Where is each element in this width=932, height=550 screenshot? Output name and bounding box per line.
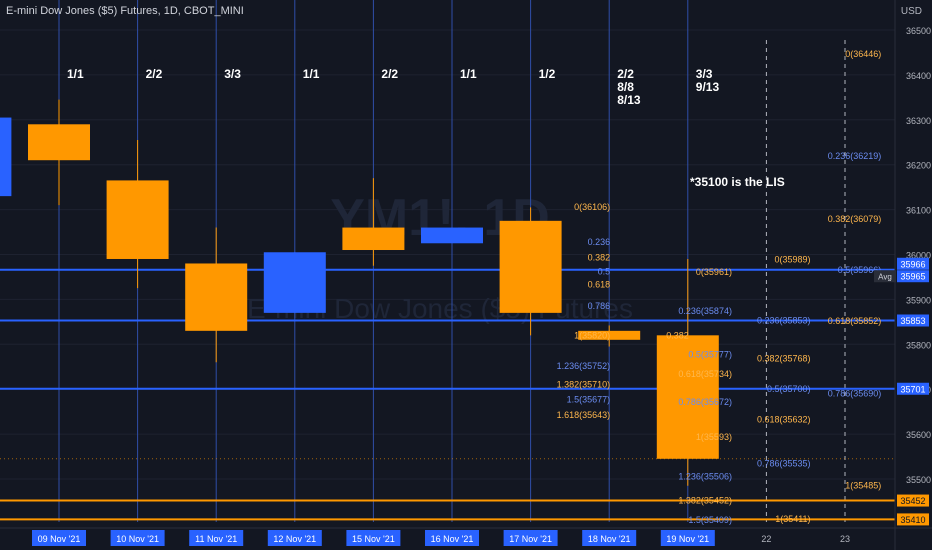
fib-label: 0.382: [588, 253, 611, 263]
fib-label: 0.618(35852): [828, 316, 882, 326]
cycle-label: 3/3: [224, 67, 241, 81]
price-tick-label: 35500: [906, 475, 931, 485]
fib-label: 0.382: [666, 330, 689, 340]
fib-label: 0.382(35768): [757, 354, 811, 364]
candle-body: [28, 124, 90, 160]
cycle-label: 2/2: [617, 67, 634, 81]
price-tag-label: 35853: [900, 316, 925, 326]
price-tick-label: 35800: [906, 340, 931, 350]
fib-label: 0(36446): [845, 49, 881, 59]
fib-label: 0.236(36219): [828, 151, 882, 161]
candle-body: [421, 228, 483, 244]
cycle-label: 3/3: [696, 67, 713, 81]
fib-label: 0.236: [588, 237, 611, 247]
candle-body: [107, 180, 169, 259]
lis-annotation: *35100 is the LIS: [690, 175, 785, 189]
fib-label: 0.786(35690): [828, 389, 882, 399]
date-label: 15 Nov '21: [352, 534, 395, 544]
fib-label: 0.618(35632): [757, 415, 811, 425]
cycle-label: 8/8: [617, 80, 634, 94]
price-tick-label: 35600: [906, 430, 931, 440]
time-axis[interactable]: 09 Nov '21 10 Nov '21 11 Nov '21 12 Nov '21…: [0, 528, 932, 546]
cycle-labels: 1/1 2/2 3/3 1/1 2/2 1/1 1/2 2/28/88/133/39/13: [67, 67, 719, 107]
cycle-label: 2/2: [381, 67, 398, 81]
date-label: 19 Nov '21: [666, 534, 709, 544]
chart-title: E-mini Dow Jones ($5) Futures, 1D, CBOT_…: [6, 5, 244, 17]
price-tick-label: 36100: [906, 206, 931, 216]
fib-label: 0(35961): [696, 267, 732, 277]
date-label: 18 Nov '21: [588, 534, 631, 544]
candle-body: [264, 252, 326, 313]
fib-label: 0(36106): [574, 202, 610, 212]
price-tick-label: 36200: [906, 161, 931, 171]
fib-label: 0.5(35777): [688, 350, 732, 360]
fib-label: 0.618: [588, 280, 611, 290]
avg-tag-label: Avg: [878, 273, 892, 282]
fib-label: 1(35593): [696, 432, 732, 442]
price-tag-label: 35966: [900, 259, 925, 269]
cycle-label: 1/1: [460, 67, 477, 81]
date-label: 16 Nov '21: [431, 534, 474, 544]
price-tick-label: 36300: [906, 116, 931, 126]
price-tick-label: 36500: [906, 26, 931, 36]
currency-label: USD: [901, 6, 922, 17]
fib-label: 0.786(35672): [678, 397, 732, 407]
fib-label: 0.786: [588, 301, 611, 311]
fib-label: 1(35820): [574, 330, 610, 340]
cycle-vertical-lines: [59, 0, 845, 522]
cycle-label: 1/2: [539, 67, 556, 81]
fib-label: 0(35989): [775, 254, 811, 264]
price-tag-label: 35965: [900, 272, 925, 282]
fib-label: 1.382(35710): [557, 380, 611, 390]
fib-label: 1.5(35677): [567, 395, 611, 405]
price-tag-label: 35410: [900, 515, 925, 525]
cycle-label: 8/13: [617, 93, 641, 107]
candle-body: [185, 263, 247, 330]
fib-label: 1.618(35643): [557, 410, 611, 420]
fib-label: 1.236(35752): [557, 361, 611, 371]
price-tag-label: 35452: [900, 496, 925, 506]
fib-label: 1(35485): [845, 481, 881, 491]
fib-labels: 0(36446) 0.236(36219) 0.382(36079) 0.5(3596…: [557, 49, 882, 525]
price-tag-label: 35701: [900, 384, 925, 394]
fib-label: 0.236(35853): [757, 316, 811, 326]
candle-body: [0, 118, 11, 197]
fib-label: 0.236(35874): [678, 306, 732, 316]
candle-body: [342, 228, 404, 250]
price-tick-label: 36400: [906, 71, 931, 81]
fib-label: 1.236(35506): [678, 471, 732, 481]
cycle-label: 1/1: [303, 67, 320, 81]
cycle-label: 9/13: [696, 80, 720, 94]
fib-label: 0.786(35535): [757, 458, 811, 468]
date-label: 10 Nov '21: [116, 534, 159, 544]
price-axis[interactable]: 3550035600357003580035900360003610036200…: [874, 0, 931, 550]
candle-body: [500, 221, 562, 313]
date-label: 11 Nov '21: [195, 534, 237, 544]
fib-label: 0.382(36079): [828, 214, 882, 224]
cycle-label: 2/2: [146, 67, 163, 81]
cycle-label: 1/1: [67, 67, 84, 81]
fib-label: 1(35411): [775, 514, 810, 524]
fib-label: 0.5(35700): [767, 384, 811, 394]
date-label: 22: [761, 534, 771, 544]
date-label: 12 Nov '21: [273, 534, 316, 544]
date-label: 23: [840, 534, 850, 544]
price-tick-label: 35900: [906, 295, 931, 305]
date-label: 17 Nov '21: [509, 534, 552, 544]
date-label: 09 Nov '21: [38, 534, 81, 544]
fib-label: 0.618(35734): [678, 369, 732, 379]
fib-label: 1.382(35452): [678, 496, 732, 506]
fib-label: 0.5: [598, 267, 611, 277]
fib-label: 1.5(35409): [688, 515, 732, 525]
